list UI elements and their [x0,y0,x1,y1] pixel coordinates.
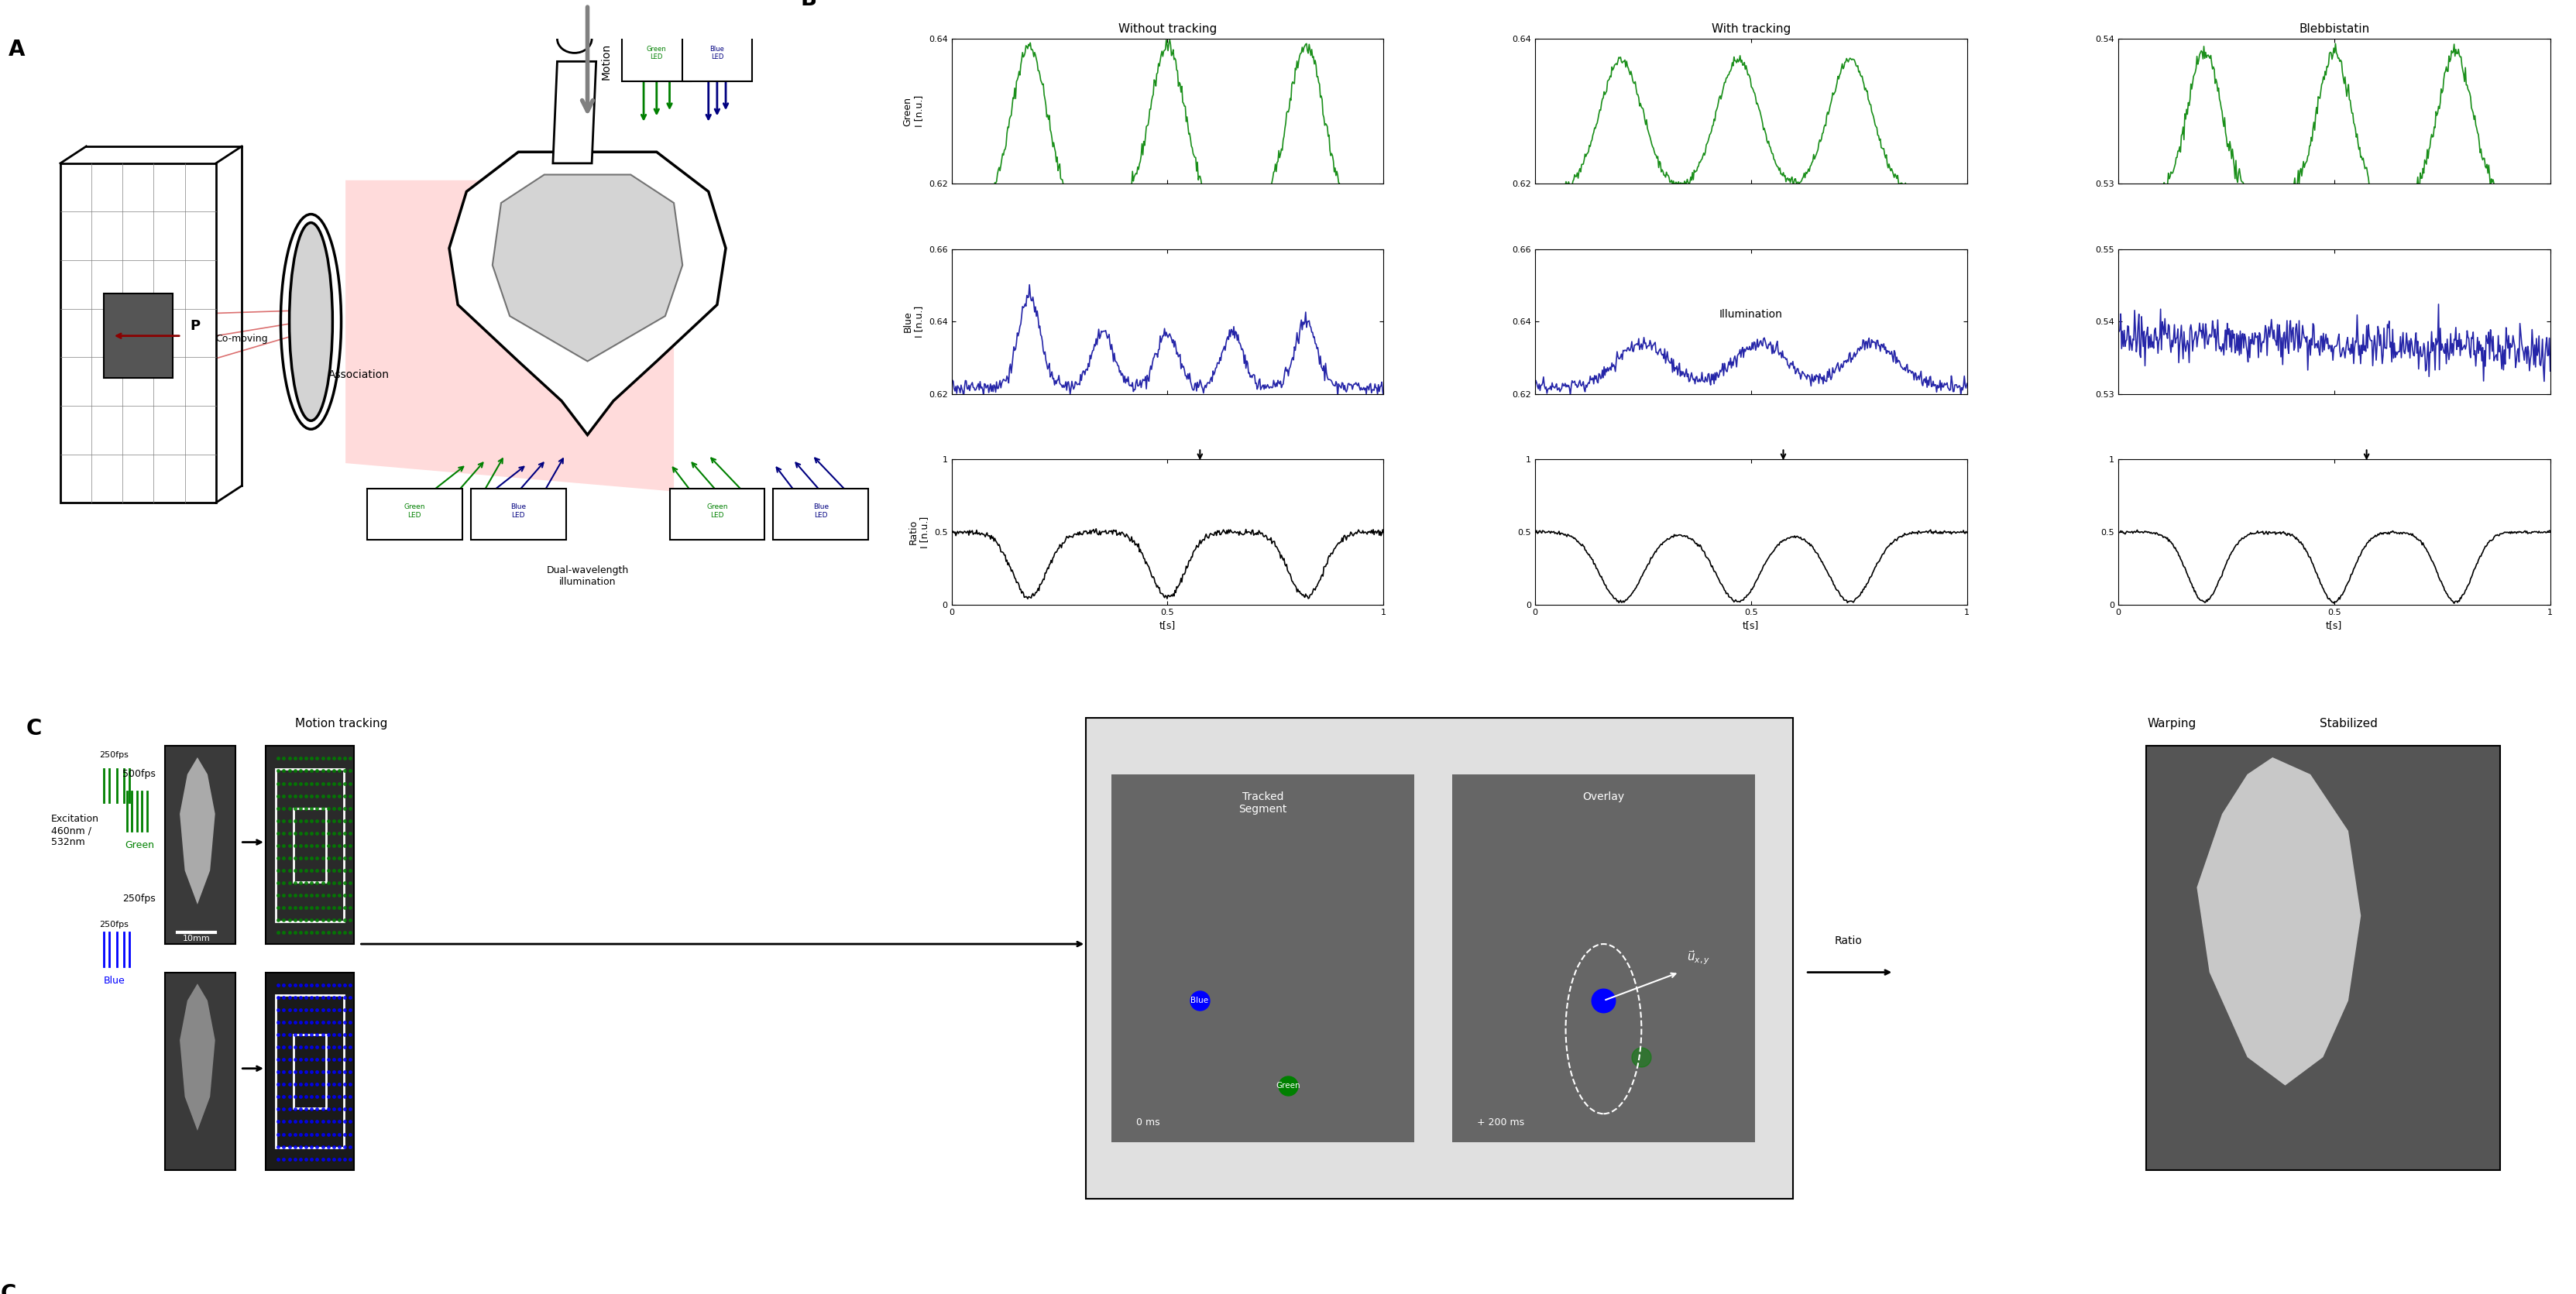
FancyBboxPatch shape [2146,747,2499,1170]
FancyBboxPatch shape [1453,774,1754,1143]
X-axis label: t[s]: t[s] [2326,620,2342,630]
Text: Green
LED: Green LED [404,503,425,519]
FancyBboxPatch shape [773,489,868,540]
Polygon shape [180,983,216,1131]
Text: Blue
LED: Blue LED [510,503,526,519]
Text: $\vec{u}_{x,y}$: $\vec{u}_{x,y}$ [1687,949,1710,967]
Bar [294,1034,327,1108]
Text: Blue
LED: Blue LED [711,45,724,61]
Text: Green: Green [124,840,155,850]
Text: C: C [26,718,41,739]
Text: 0 ms: 0 ms [1136,1117,1159,1127]
Text: Ratio: Ratio [1834,936,1862,946]
Bar [276,995,343,1148]
FancyBboxPatch shape [1110,774,1414,1143]
Text: Motion: Motion [600,43,611,80]
Text: Association: Association [327,370,389,380]
Text: Blue: Blue [103,976,124,986]
Bar [103,294,173,378]
Text: B: B [801,0,817,10]
Text: P: P [191,320,201,334]
X-axis label: t[s]: t[s] [1741,620,1759,630]
Text: Blue: Blue [1190,996,1208,1004]
Text: Blue
LED: Blue LED [814,503,829,519]
Text: 250fps: 250fps [100,921,129,929]
Text: Green: Green [1275,1082,1301,1090]
Text: 10mm: 10mm [183,936,211,943]
Title: Blebbistatin: Blebbistatin [2298,23,2370,35]
Bar [294,809,327,881]
Polygon shape [492,175,683,361]
Polygon shape [180,757,216,905]
FancyBboxPatch shape [1087,718,1793,1198]
FancyBboxPatch shape [368,489,461,540]
Text: Co-moving signal extraction
along tracked trajectory: Co-moving signal extraction along tracke… [1288,718,1440,741]
Y-axis label: Green
I [n.u.]: Green I [n.u.] [902,96,925,127]
Text: 250fps: 250fps [124,894,157,903]
Bar [276,769,343,921]
Polygon shape [345,180,675,492]
Text: Tracked
Segment: Tracked Segment [1239,791,1288,815]
FancyBboxPatch shape [165,972,234,1170]
FancyBboxPatch shape [621,25,690,82]
FancyBboxPatch shape [471,489,567,540]
FancyBboxPatch shape [670,489,765,540]
Text: Stabilized: Stabilized [2318,718,2378,730]
Title: With tracking: With tracking [1710,23,1790,35]
Ellipse shape [556,25,592,53]
Text: Excitation
460nm /
532nm: Excitation 460nm / 532nm [52,814,98,848]
Text: A: A [8,39,26,61]
Text: Warping: Warping [2146,718,2197,730]
Polygon shape [554,61,595,163]
FancyBboxPatch shape [265,747,353,945]
Ellipse shape [289,223,332,421]
Text: C: C [0,1284,15,1294]
Text: Co-moving: Co-moving [216,334,268,344]
Text: 500fps: 500fps [124,769,157,779]
FancyBboxPatch shape [165,747,234,945]
Y-axis label: Blue
I [n.u.]: Blue I [n.u.] [902,305,925,338]
Text: + 200 ms: + 200 ms [1479,1117,1525,1127]
Text: Overlay: Overlay [1582,791,1625,802]
Polygon shape [448,151,726,435]
Text: Dual-wavelength
illumination: Dual-wavelength illumination [546,565,629,587]
Title: Without tracking: Without tracking [1118,23,1216,35]
Text: 250fps: 250fps [100,751,129,758]
Text: Green
LED: Green LED [647,45,667,61]
FancyBboxPatch shape [265,972,353,1170]
Text: Motion tracking: Motion tracking [296,718,386,730]
FancyBboxPatch shape [683,25,752,82]
Text: Illumination: Illumination [1718,309,1783,320]
Polygon shape [59,163,216,503]
Y-axis label: Ratio
I [n.u.]: Ratio I [n.u.] [909,516,930,547]
X-axis label: t[s]: t[s] [1159,620,1175,630]
Text: Green
LED: Green LED [706,503,729,519]
Polygon shape [2197,757,2362,1086]
